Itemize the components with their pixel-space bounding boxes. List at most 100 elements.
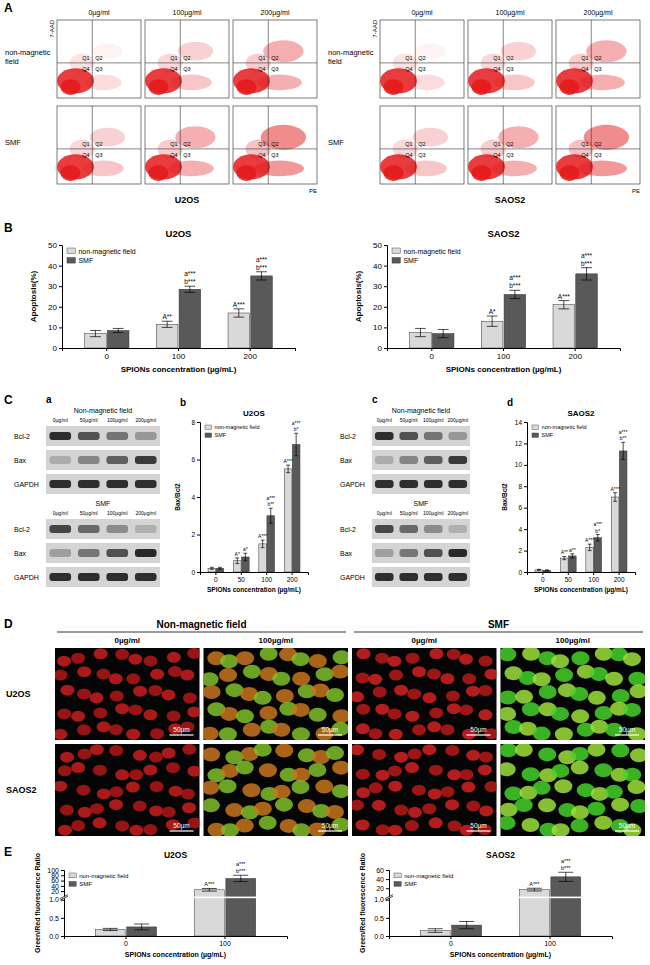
error-bar-cap [527,890,542,891]
blot-strip [46,450,160,470]
cell [412,724,426,735]
cell [71,711,85,722]
quadrant-label: Q3 [183,152,190,158]
density-cloud [83,161,124,177]
cell [77,785,91,796]
error-bar [570,554,574,558]
density-cloud [254,161,304,177]
plot-frame [233,20,317,98]
error-bar-cap [90,330,101,331]
error-bar [162,321,173,327]
tick-label: 10 [48,323,57,332]
cell [515,798,533,812]
tick-mark [59,348,62,349]
chart: 0.00.51.0204060801000100A***a***b***U2OS… [34,850,288,959]
error-bar-cap [487,326,498,327]
error-bar [210,567,214,569]
legend-label: SMF [215,432,227,438]
density-cloud [471,79,491,95]
tick: 0.5 [49,915,64,922]
cell [115,703,129,714]
tick-label: 100 [497,352,511,361]
column-header: 100µg/ml [496,9,525,17]
error-bar-stem [564,556,565,559]
chart-title: SAOS2 [567,409,595,418]
error-bar [134,924,149,930]
tick-label: 50 [238,576,246,583]
annotation: a*** [581,252,593,259]
cell [459,704,473,715]
density-cloud [580,75,625,91]
error-bar [294,433,298,456]
error-bar-cap [261,540,265,541]
blot-band [375,525,394,533]
error-bar-cap [596,540,600,541]
legend-label: non-magnetic field [404,873,453,879]
axis-line [386,871,390,937]
blot-band [78,432,100,440]
cell [275,798,293,812]
cell [94,648,108,659]
cell [90,803,104,814]
cell [162,807,176,818]
error-bar [545,570,549,571]
tick-mark [125,936,126,939]
blot-strip [372,426,470,446]
cell [97,788,111,799]
quadrant-line [92,106,93,184]
row-label: Bax [14,457,27,464]
cell [605,785,623,799]
cell [129,769,143,780]
error-bar-cap [269,508,273,509]
axis-title: SPIONs concentration (µg/mL) [207,586,301,594]
blot-strip [46,474,160,494]
legend-swatch [69,873,76,878]
plot-frame [233,106,317,184]
tick-label: 1.0 [374,896,384,903]
blot-band [78,480,100,488]
column-header: 0µg/ml [88,9,110,17]
tick-label: 30 [48,282,57,291]
scale-bar [170,830,194,831]
density-cloud [60,79,80,95]
row-label: Bcl-2 [340,433,356,440]
image-background [55,744,200,836]
tick: 14 [515,419,527,426]
tick-label: 100 [219,940,231,947]
flow-cloud [380,43,446,94]
cell [369,782,383,793]
tick: 200 [244,348,258,361]
error-bar-stem [597,535,598,541]
cell [376,770,390,781]
legend-label: SMF [542,432,554,438]
blot-strip [46,519,160,539]
density-cloud [406,161,447,177]
quadrant-label: Q3 [95,66,102,72]
cell [375,653,389,664]
legend-swatch [394,882,401,887]
scale-bar [615,830,639,831]
quadrant-label: Q3 [271,66,278,72]
tick: 6 [191,456,200,463]
error-bar-stem [209,888,210,891]
legend-swatch [392,258,400,264]
chart-title: SAOS2 [486,850,515,860]
cell [115,820,129,831]
tick-label: 200 [614,576,625,583]
blot-band [399,480,418,488]
scale-bar [318,830,342,831]
tick: 10 [48,323,62,332]
cell [372,749,386,760]
blot-band [424,549,443,557]
cell [219,779,237,793]
annotation: b*** [256,264,268,271]
tick: 50 [565,572,573,583]
blot-band [106,432,128,440]
error-bar-cap [103,928,118,929]
annotation: a*** [561,858,571,864]
cell [446,691,460,702]
cell [552,823,570,836]
flow-cloud [233,125,306,181]
bar [226,878,256,936]
quadrant-label: Q2 [271,55,278,61]
